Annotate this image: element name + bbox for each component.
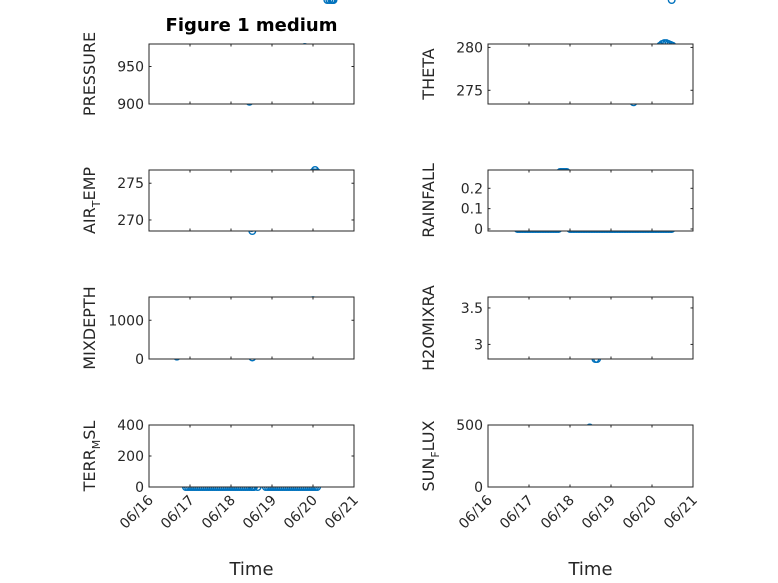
x-tick-label: 06/19: [240, 493, 280, 533]
x-tick-label: 06/16: [456, 492, 496, 532]
y-axis-label: RAINFALL: [419, 163, 438, 238]
y-axis-label: TERRMSL: [80, 421, 103, 493]
y-axis-label: SUNFLUX: [419, 420, 442, 491]
y-tick-label: 900: [117, 97, 144, 113]
y-tick-label: 0.2: [461, 181, 483, 197]
y-tick-label: 275: [456, 83, 483, 99]
subplot-7: 0 200 400 TERRMSL 06/16 06/17 06/18 06/19 06/20 0…: [80, 418, 362, 580]
x-tick-label: 06/18: [199, 493, 239, 533]
subplot-5: 0 1000 MIXDEPTH: [80, 0, 355, 370]
data-point: [667, 0, 676, 4]
y-tick-label: 0: [474, 222, 483, 238]
subplot-4: 0 0.1 0.2 RAINFALL: [419, 163, 694, 238]
y-axis-label: MIXDEPTH: [80, 286, 99, 369]
y-tick-label: 275: [117, 176, 144, 192]
y-tick-label: 3.5: [461, 301, 483, 317]
y-tick-label: 200: [117, 449, 144, 465]
axes-frame: [148, 296, 355, 360]
subplot-6: 3 3.5 H2OMIXRA: [419, 285, 694, 371]
y-axis-label: THETA: [419, 48, 438, 100]
x-tick-label: 06/18: [538, 493, 578, 533]
x-tick-label: 06/21: [322, 493, 362, 533]
y-tick-label: 280: [456, 40, 483, 56]
axes-frame: [487, 424, 694, 488]
y-axis-label: AIRTEMP: [80, 167, 103, 234]
x-tick-label: 06/17: [497, 493, 537, 533]
x-tick-label: 06/19: [579, 493, 619, 533]
x-tick-label: 06/16: [117, 492, 157, 532]
subplot-2: 275 280 THETA: [419, 39, 694, 107]
axes-frame: [148, 169, 355, 232]
figure-title: Figure 1 medium: [166, 15, 338, 36]
x-tick-label: 06/21: [661, 493, 701, 533]
y-tick-label: 0: [135, 352, 144, 368]
axes-frame: [487, 296, 694, 360]
y-tick-label: 270: [117, 213, 144, 229]
subplot-1: 900 950 PRESSURE: [80, 32, 355, 116]
axes-frame: [487, 169, 694, 232]
x-tick-label: 06/20: [620, 493, 660, 533]
axes-frame: [148, 424, 355, 488]
y-tick-label: 0: [474, 480, 483, 496]
y-tick-label: 3: [474, 337, 483, 353]
y-tick-label: 1000: [108, 313, 144, 329]
axes-frame: [487, 43, 694, 105]
x-tick-label: 06/20: [281, 493, 321, 533]
y-tick-label: 500: [456, 418, 483, 434]
y-axis-label: PRESSURE: [80, 32, 99, 116]
axes-frame: [148, 43, 355, 105]
y-tick-label: 0: [135, 480, 144, 496]
x-tick-label: 06/17: [158, 493, 198, 533]
subplot-3: 270 275 AIRTEMP: [80, 0, 355, 235]
y-axis-label: H2OMIXRA: [419, 285, 438, 371]
y-tick-label: 950: [117, 60, 144, 76]
x-axis-label: Time: [228, 559, 273, 580]
x-axis-label: Time: [567, 559, 612, 580]
y-tick-label: 400: [117, 418, 144, 434]
y-tick-label: 0.1: [461, 202, 483, 218]
data-point: [328, 0, 337, 4]
